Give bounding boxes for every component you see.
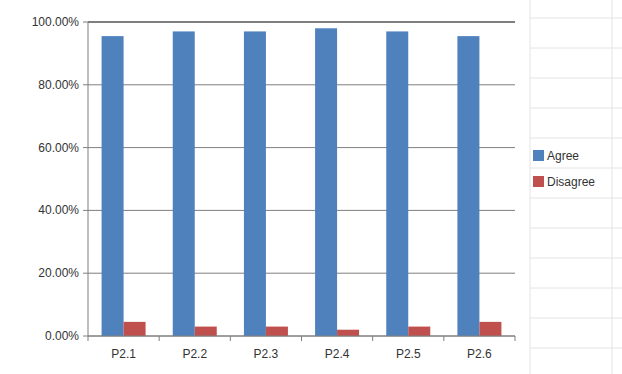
legend-swatch	[533, 176, 544, 187]
axis-line	[88, 22, 89, 336]
bar	[408, 327, 430, 336]
tick-mark	[83, 273, 88, 274]
category-label: P2.6	[467, 347, 492, 361]
legend: Agree Disagree	[533, 149, 595, 189]
grid-line	[88, 21, 515, 23]
bar	[315, 28, 337, 336]
legend-label: Disagree	[547, 175, 595, 189]
bar	[457, 36, 479, 336]
category-divider	[443, 336, 444, 341]
bar	[102, 36, 124, 336]
grid-line	[88, 84, 515, 85]
tick-label: 80.00%	[38, 78, 79, 92]
sheet-line	[530, 18, 622, 19]
tick-label: 100.00%	[32, 15, 80, 29]
bar	[337, 330, 359, 336]
chart: 0.00% 20.00% 40.00% 60.00% 80.00% 100.00% P2.1…	[0, 0, 622, 374]
legend-label: Agree	[547, 149, 579, 163]
category-label: P2.1	[111, 347, 136, 361]
bar	[386, 31, 408, 336]
tick-mark	[83, 210, 88, 211]
sheet-line	[530, 198, 622, 199]
grid-line	[88, 210, 515, 211]
bar	[244, 31, 266, 336]
grid-line	[88, 147, 515, 148]
tick-label: 20.00%	[38, 266, 79, 280]
category-label: P2.3	[254, 347, 279, 361]
tick-mark	[83, 84, 88, 85]
x-axis: P2.1 P2.2 P2.3 P2.4 P2.5 P2.6	[88, 336, 515, 361]
sheet-line	[530, 258, 622, 259]
y-axis: 0.00% 20.00% 40.00% 60.00% 80.00% 100.00%	[32, 15, 515, 343]
bar	[124, 322, 146, 336]
category-divider	[88, 336, 89, 341]
tick-mark	[83, 336, 88, 337]
category-divider	[230, 336, 231, 341]
bar	[173, 31, 195, 336]
sheet-line	[530, 288, 622, 289]
category-divider	[372, 336, 373, 341]
sheet-line	[530, 78, 622, 79]
sheet-line	[530, 108, 622, 109]
legend-swatch	[533, 150, 544, 161]
sheet-line	[530, 138, 622, 139]
sheet-line	[530, 318, 622, 319]
bars	[102, 28, 502, 336]
category-label: P2.4	[325, 347, 350, 361]
category-divider	[301, 336, 302, 341]
bar	[266, 327, 288, 336]
tick-label: 0.00%	[45, 329, 79, 343]
tick-mark	[83, 147, 88, 148]
sheet-line	[530, 348, 622, 349]
category-label: P2.5	[396, 347, 421, 361]
category-divider	[159, 336, 160, 341]
sheet-line	[530, 168, 622, 169]
bar	[479, 322, 501, 336]
sheet-background	[530, 0, 622, 374]
tick-label: 40.00%	[38, 203, 79, 217]
tick-mark	[83, 22, 88, 23]
tick-label: 60.00%	[38, 141, 79, 155]
grid-line	[88, 273, 515, 274]
sheet-line	[530, 228, 622, 229]
category-label: P2.2	[182, 347, 207, 361]
bar	[195, 327, 217, 336]
category-divider	[515, 336, 516, 341]
sheet-line	[530, 48, 622, 49]
